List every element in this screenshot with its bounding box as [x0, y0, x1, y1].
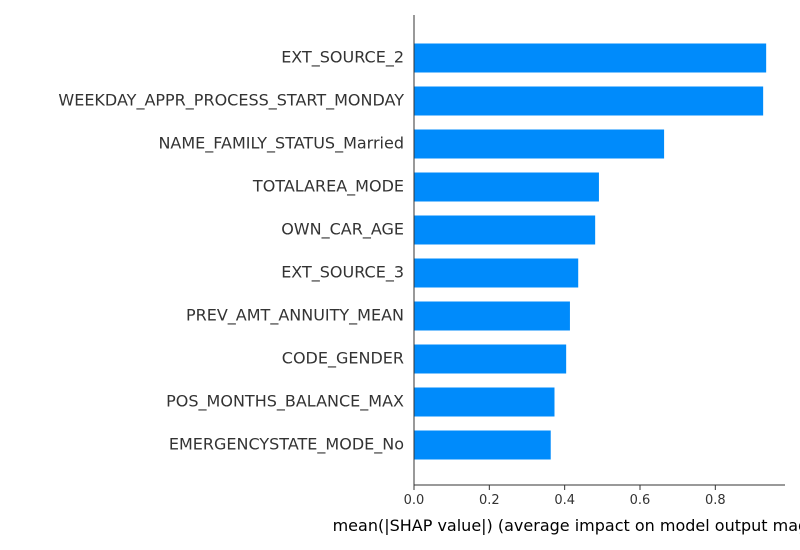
category-label: EXT_SOURCE_3 — [281, 263, 404, 283]
x-tick-label: 0.0 — [404, 493, 425, 508]
x-axis-title: mean(|SHAP value|) (average impact on mo… — [333, 516, 800, 535]
bar — [414, 430, 551, 460]
category-label: OWN_CAR_AGE — [281, 220, 404, 240]
category-label: TOTALAREA_MODE — [252, 177, 404, 197]
bars-group — [414, 43, 767, 460]
category-labels-group: EXT_SOURCE_2 WEEKDAY_APPR_PROCESS_START_M… — [58, 48, 404, 455]
bar — [414, 129, 665, 159]
bar — [414, 86, 764, 116]
category-label: WEEKDAY_APPR_PROCESS_START_MONDAY — [58, 91, 404, 111]
bar — [414, 215, 596, 245]
bar — [414, 387, 555, 417]
x-tick-label: 0.2 — [479, 493, 500, 508]
x-tick-label: 0.8 — [705, 493, 726, 508]
bar — [414, 258, 579, 288]
category-label: EMERGENCYSTATE_MODE_No — [169, 435, 404, 455]
category-label: EXT_SOURCE_2 — [281, 48, 404, 68]
bar — [414, 43, 767, 73]
category-label: PREV_AMT_ANNUITY_MEAN — [186, 306, 404, 326]
bar — [414, 301, 570, 331]
category-label: NAME_FAMILY_STATUS_Married — [158, 134, 404, 154]
x-tick-label: 0.6 — [630, 493, 651, 508]
bar — [414, 172, 599, 202]
x-tick-label: 0.4 — [554, 493, 575, 508]
category-label: CODE_GENDER — [282, 349, 404, 369]
category-label: POS_MONTHS_BALANCE_MAX — [166, 392, 404, 412]
bar — [414, 344, 567, 374]
x-ticks-group: 0.0 0.2 0.4 0.6 0.8 — [404, 485, 726, 508]
